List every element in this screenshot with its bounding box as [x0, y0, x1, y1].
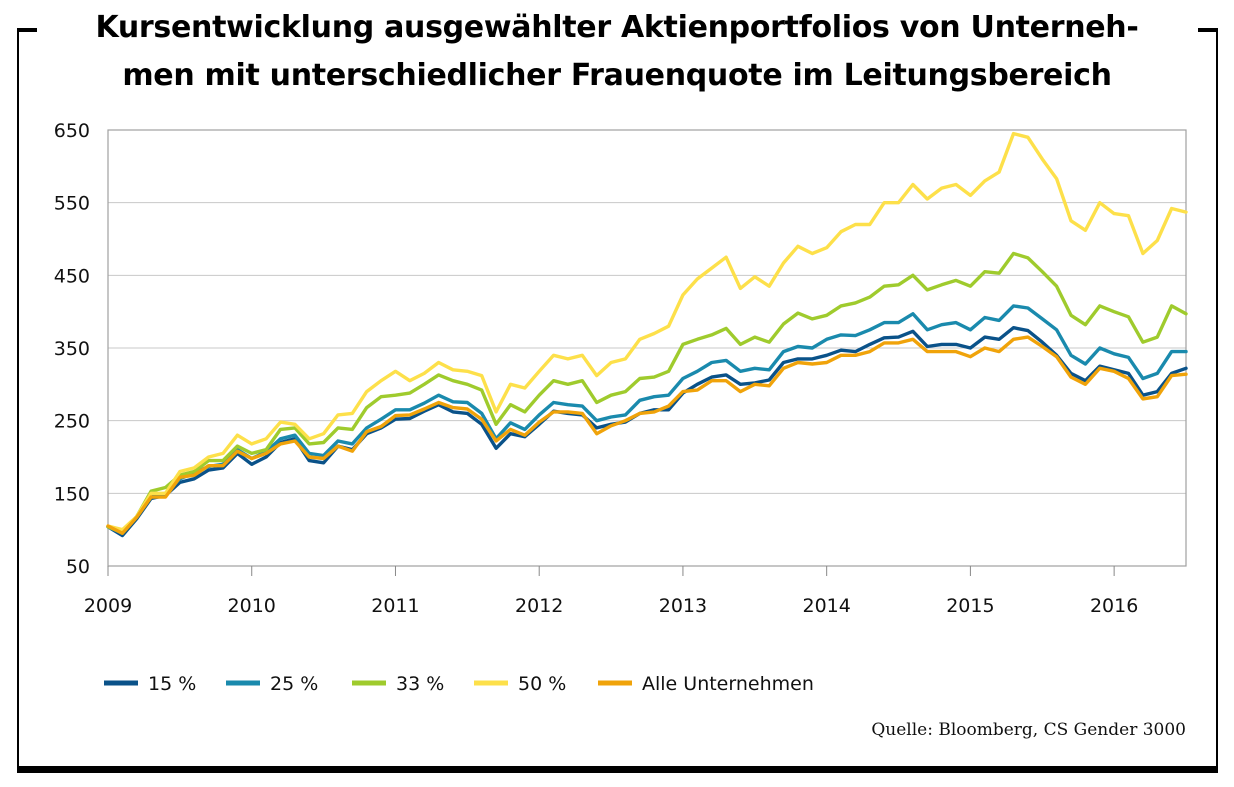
legend-label-5: Alle Unternehmen — [642, 673, 814, 695]
y-tick-label: 650 — [54, 120, 90, 142]
legend-label-2: 25 % — [270, 673, 318, 695]
frame-corner-top-left — [17, 28, 37, 32]
series-line-3 — [106, 251, 1188, 535]
x-tick-label: 2015 — [946, 595, 994, 617]
frame-corner-top-right — [1198, 28, 1218, 32]
y-tick-label: 250 — [54, 411, 90, 433]
x-tick-label: 2009 — [84, 595, 132, 617]
x-tick-label: 2010 — [228, 595, 276, 617]
legend-label-3: 33 % — [396, 673, 444, 695]
frame-bottom-border — [17, 766, 1218, 773]
y-tick-label: 50 — [66, 556, 90, 578]
series-line-4 — [106, 131, 1188, 532]
plot-area-border — [107, 129, 1187, 567]
series-line-1 — [106, 326, 1188, 538]
y-tick-label: 550 — [54, 193, 90, 215]
y-tick-label: 350 — [54, 338, 90, 360]
x-tick-label: 2016 — [1090, 595, 1138, 617]
frame-left-border — [17, 30, 19, 770]
x-tick-label: 2013 — [659, 595, 707, 617]
x-tick-label: 2012 — [515, 595, 563, 617]
frame-right-border — [1216, 30, 1218, 770]
x-tick-label: 2011 — [371, 595, 419, 617]
legend-label-1: 15 % — [148, 673, 196, 695]
chart-title: Kursentwicklung ausgewählter Aktienportf… — [95, 10, 1139, 93]
series-line-5 — [106, 335, 1188, 535]
y-tick-label: 450 — [54, 265, 90, 287]
y-tick-label: 150 — [54, 483, 90, 505]
series-line-2 — [106, 304, 1188, 535]
x-tick-label: 2014 — [802, 595, 850, 617]
source-note: Quelle: Bloomberg, CS Gender 3000 — [871, 720, 1186, 740]
legend-label-4: 50 % — [518, 673, 566, 695]
